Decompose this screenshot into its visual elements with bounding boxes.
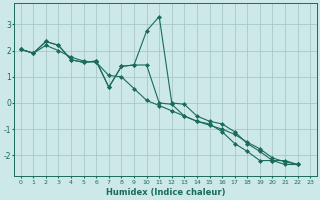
X-axis label: Humidex (Indice chaleur): Humidex (Indice chaleur) xyxy=(106,188,225,197)
